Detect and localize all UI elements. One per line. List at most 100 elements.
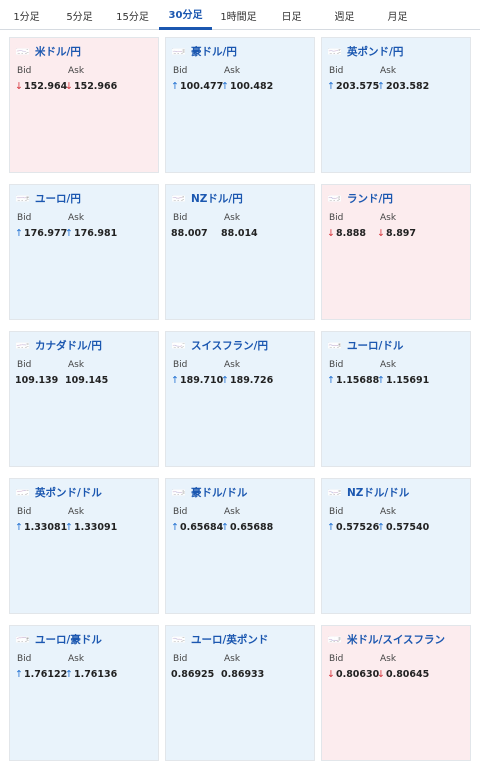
ma-slow-line xyxy=(328,638,339,641)
candlestick-chart[interactable] xyxy=(174,400,310,464)
bid-price: 109.139 xyxy=(15,375,59,386)
currency-card[interactable]: 153 152.5 23:00 5:00 11:00 米ドル/円 Bid Ask ↓15… xyxy=(9,37,159,173)
candlestick-chart[interactable] xyxy=(18,400,154,464)
x-tick-label: 5:00 xyxy=(334,200,336,202)
chart-svg xyxy=(174,694,310,758)
tab-5[interactable]: 日足 xyxy=(281,11,302,23)
chart-svg xyxy=(330,253,466,317)
bid-label: Bid xyxy=(329,360,344,370)
pair-title-link[interactable]: 0.66 0.658 0.656 0.654 23:00 5:00 11:00 豪ドル/ドル xyxy=(172,485,247,499)
currency-card[interactable]: 1.766 1.764 1.762 1.76 1.758 23:00 5:00 11:00 ユ… xyxy=(9,625,159,761)
y-tick-label: 1.766 xyxy=(27,636,29,638)
tab-0[interactable]: 1分足 xyxy=(13,11,40,23)
candlestick-chart[interactable] xyxy=(330,106,466,170)
candlestick-chart[interactable] xyxy=(18,253,154,317)
candlestick-chart[interactable] xyxy=(18,547,154,611)
pair-title-link[interactable]: 153 152.5 23:00 5:00 11:00 米ドル/円 xyxy=(16,44,81,58)
ma-slow-line xyxy=(172,197,183,198)
currency-card[interactable]: 0.806 0.804 0.802 0.8 23:00 5:00 11:00 米ドル/スイス… xyxy=(321,625,471,761)
pair-title-link[interactable]: 1.766 1.764 1.762 1.76 1.758 23:00 5:00 11:00 ユ… xyxy=(16,632,102,646)
chart-svg xyxy=(174,547,310,611)
currency-card[interactable]: 177.6 177.4 177.2 177 176.8 23:00 5:00 11:00 ユー… xyxy=(9,184,159,320)
ask-label: Ask xyxy=(68,213,85,223)
bid-price: 203.575 xyxy=(335,81,380,92)
y-tick-label: 109.6 xyxy=(27,342,29,344)
candlestick-chart[interactable] xyxy=(174,694,310,758)
y-tick-label: 8.92 xyxy=(339,196,341,198)
tab-1[interactable]: 5分足 xyxy=(66,11,93,23)
pair-title-link[interactable]: 100.8 100.6 100.4 100.2 23:00 5:00 11:00 豪ドル/円 xyxy=(172,44,237,58)
ch-flag-icon: 190.5 190 23:00 5:00 11:00 xyxy=(172,341,185,350)
pair-title-link[interactable]: 1.162 1.16 1.158 1.156 1.154 23:00 5:00 11:00 ユ… xyxy=(328,338,403,352)
ask-value: ↓152.966 xyxy=(65,81,117,92)
currency-card[interactable]: 100.8 100.6 100.4 100.2 23:00 5:00 11:00 豪ドル/円… xyxy=(165,37,315,173)
candlestick-chart[interactable] xyxy=(330,547,466,611)
candlestick-chart[interactable] xyxy=(174,547,310,611)
candlestick-chart[interactable] xyxy=(330,253,466,317)
chart-svg xyxy=(330,106,466,170)
bid-value: ↑0.65684 xyxy=(171,522,223,533)
x-tick-label: 5:00 xyxy=(22,53,24,55)
currency-card[interactable]: 0.578 0.576 0.574 23:00 5:00 11:00 NZドル/ドル Bi… xyxy=(321,478,471,614)
tab-3[interactable]: 30分足 xyxy=(159,0,212,30)
y-tick-label: 0.868 xyxy=(183,639,185,641)
up-arrow-icon: ↑ xyxy=(171,81,179,92)
currency-card[interactable]: 204.5 204 203.5 23:00 5:00 11:00 英ポンド/円 Bid A… xyxy=(321,37,471,173)
nz-flag-icon: 88.2 88 87.8 23:00 5:00 11:00 xyxy=(172,194,185,203)
y-tick-label: 190.5 xyxy=(183,342,185,344)
pair-title-link[interactable]: 1.335 1.33 23:00 5:00 11:00 英ポンド/ドル xyxy=(16,485,102,499)
y-tick-label: 1.156 xyxy=(339,345,341,347)
down-arrow-icon: ↓ xyxy=(377,669,385,680)
ask-price: 0.86933 xyxy=(221,669,265,680)
tab-7[interactable]: 月足 xyxy=(387,11,408,23)
bid-label: Bid xyxy=(17,66,32,76)
bid-label: Bid xyxy=(17,507,32,517)
candlestick-chart[interactable] xyxy=(330,400,466,464)
pair-title-link[interactable]: 177.6 177.4 177.2 177 176.8 23:00 5:00 11:00 ユー… xyxy=(16,191,81,205)
pair-name: ユーロ/豪ドル xyxy=(35,633,102,646)
tab-4[interactable]: 1時間足 xyxy=(220,11,257,23)
pair-title-link[interactable]: 0.806 0.804 0.802 0.8 23:00 5:00 11:00 米ドル/スイス… xyxy=(328,632,445,646)
candlestick-chart[interactable] xyxy=(174,253,310,317)
up-arrow-icon: ↑ xyxy=(221,522,229,533)
x-tick-label: 11:00 xyxy=(337,347,339,349)
pair-title-link[interactable]: 8.94 8.92 8.9 8.88 23:00 5:00 11:00 ランド/円 xyxy=(328,191,393,205)
ask-label: Ask xyxy=(380,654,397,664)
up-arrow-icon: ↑ xyxy=(15,669,23,680)
pair-title-link[interactable]: 0.578 0.576 0.574 23:00 5:00 11:00 NZドル/ドル xyxy=(328,485,409,499)
x-tick-label: 5:00 xyxy=(22,200,24,202)
currency-card[interactable]: 0.66 0.658 0.656 0.654 23:00 5:00 11:00 豪ドル/ドル… xyxy=(165,478,315,614)
tab-6[interactable]: 週足 xyxy=(334,11,355,23)
candlestick-chart[interactable] xyxy=(174,106,310,170)
tab-2[interactable]: 15分足 xyxy=(116,11,149,23)
y-tick-label: 204.5 xyxy=(339,48,341,50)
currency-card[interactable]: 109.6 109.4 109.2 23:00 5:00 11:00 カナダドル/円 Bi… xyxy=(9,331,159,467)
bid-price: 152.964 xyxy=(23,81,68,92)
candlestick-chart[interactable] xyxy=(18,694,154,758)
y-tick-label: 109.4 xyxy=(27,344,29,346)
currency-card[interactable]: 0.869 0.868 23:00 5:00 11:00 ユーロ/英ポンド Bid As… xyxy=(165,625,315,761)
pair-title-link[interactable]: 190.5 190 23:00 5:00 11:00 スイスフラン/円 xyxy=(172,338,268,352)
pair-name: NZドル/ドル xyxy=(347,486,410,499)
candlestick-chart[interactable] xyxy=(18,106,154,170)
currency-card[interactable]: 190.5 190 23:00 5:00 11:00 スイスフラン/円 Bid Ask … xyxy=(165,331,315,467)
pair-title-link[interactable]: 109.6 109.4 109.2 23:00 5:00 11:00 カナダドル/円 xyxy=(16,338,102,352)
y-tick-label: 190 xyxy=(183,345,185,347)
ask-value: ↑203.582 xyxy=(377,81,429,92)
bid-price: 88.007 xyxy=(171,228,208,239)
pair-title-link[interactable]: 204.5 204 203.5 23:00 5:00 11:00 英ポンド/円 xyxy=(328,44,403,58)
y-tick-label: 0.66 xyxy=(183,489,185,491)
ma-fast-line xyxy=(172,637,183,639)
pair-name: 豪ドル/ドル xyxy=(191,486,248,499)
currency-card[interactable]: 8.94 8.92 8.9 8.88 23:00 5:00 11:00 ランド/円 Bid … xyxy=(321,184,471,320)
currency-card[interactable]: 1.162 1.16 1.158 1.156 1.154 23:00 5:00 11:00 ユ… xyxy=(321,331,471,467)
currency-card[interactable]: 1.335 1.33 23:00 5:00 11:00 英ポンド/ドル Bid Ask … xyxy=(9,478,159,614)
candlestick-chart[interactable] xyxy=(330,694,466,758)
pair-title-link[interactable]: 88.2 88 87.8 23:00 5:00 11:00 NZドル/円 xyxy=(172,191,243,205)
pair-title-link[interactable]: 0.869 0.868 23:00 5:00 11:00 ユーロ/英ポンド xyxy=(172,632,268,646)
currency-card[interactable]: 88.2 88 87.8 23:00 5:00 11:00 NZドル/円 Bid Ask … xyxy=(165,184,315,320)
pair-name: 英ポンド/ドル xyxy=(35,486,102,499)
pair-name: 英ポンド/円 xyxy=(347,45,404,58)
eu-flag-icon: 1.766 1.764 1.762 1.76 1.758 23:00 5:00 11:00 xyxy=(16,635,29,644)
bid-value: ↑176.977 xyxy=(15,228,67,239)
